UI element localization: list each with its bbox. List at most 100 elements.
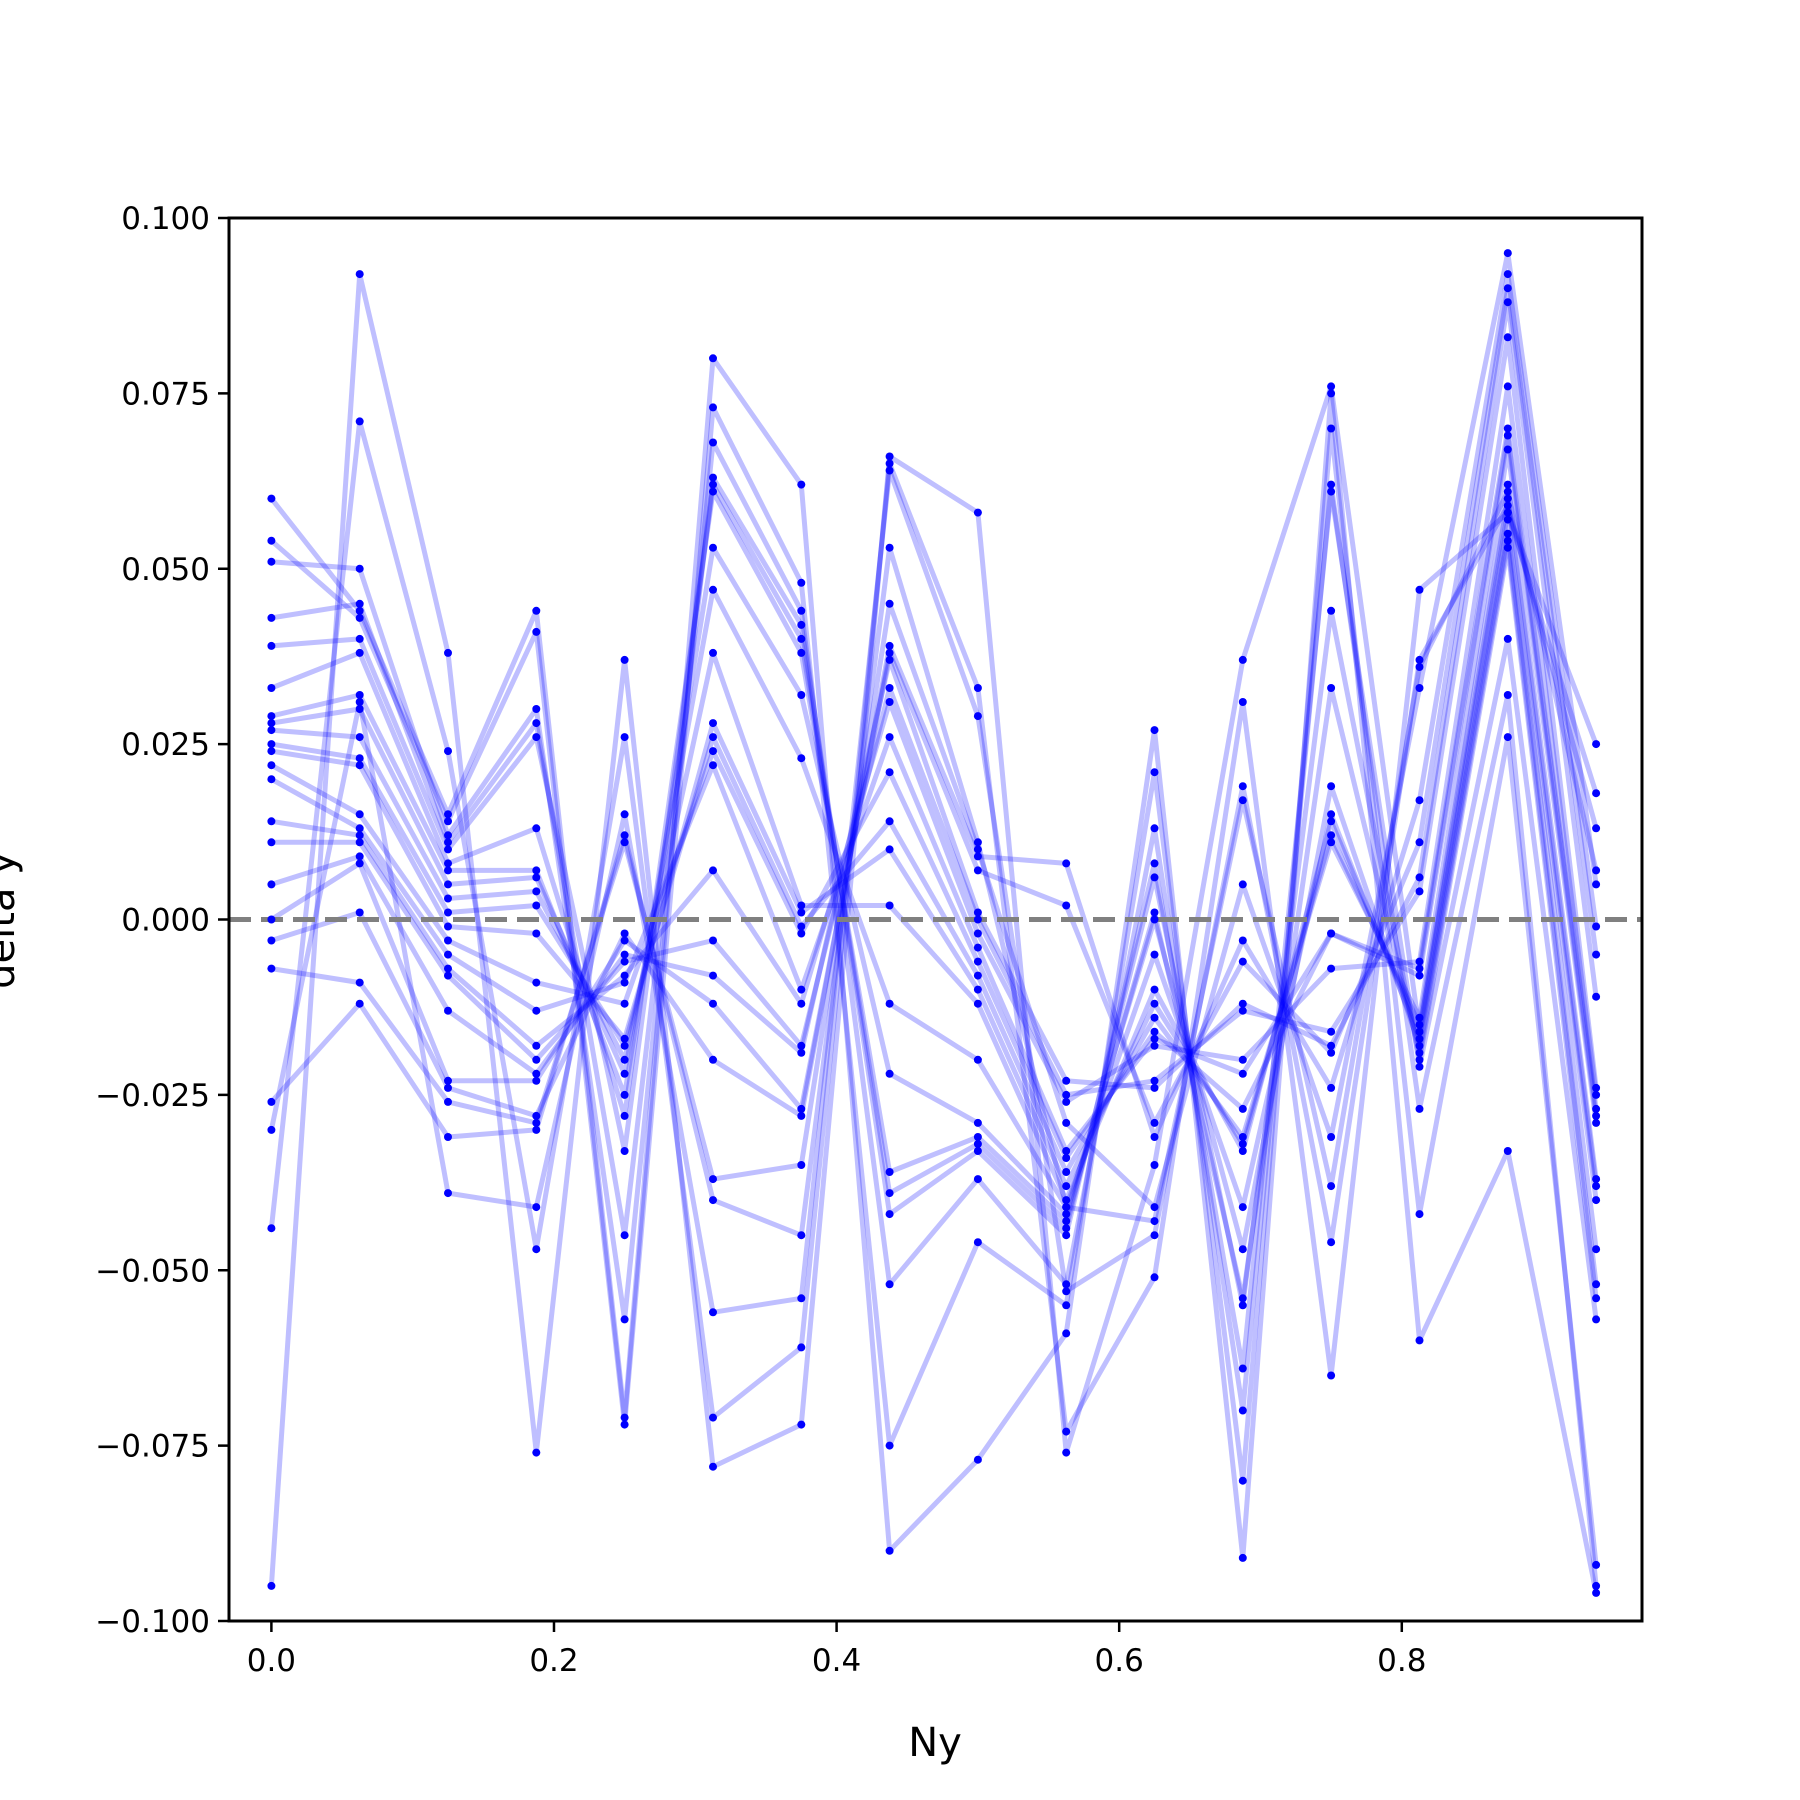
data-point — [532, 824, 541, 833]
data-point — [709, 354, 717, 363]
data-point — [1150, 985, 1159, 994]
data-point — [267, 964, 276, 973]
data-point — [1327, 1182, 1336, 1191]
data-point — [885, 1441, 894, 1450]
data-point — [1238, 1133, 1247, 1141]
data-point — [797, 634, 806, 643]
data-point — [1327, 1027, 1336, 1036]
data-point — [1150, 1273, 1159, 1282]
data-point — [267, 1097, 276, 1106]
data-point — [885, 1069, 894, 1078]
data-point — [709, 866, 717, 875]
data-point — [355, 705, 364, 713]
data-point — [1062, 1182, 1071, 1191]
data-point — [797, 1048, 806, 1057]
data-point — [885, 459, 894, 468]
data-point — [797, 620, 806, 629]
data-point — [797, 691, 806, 699]
x-tick-label: 0.6 — [1095, 1643, 1144, 1679]
data-point — [1415, 1062, 1424, 1071]
data-point — [1415, 887, 1424, 896]
data-point — [267, 1581, 276, 1590]
data-point — [709, 999, 717, 1008]
data-point — [355, 761, 364, 770]
data-point — [1238, 1147, 1247, 1155]
data-point — [355, 599, 364, 608]
data-point — [1238, 1006, 1247, 1015]
data-point — [1150, 1203, 1159, 1212]
data-point — [532, 929, 541, 938]
data-point — [885, 1189, 894, 1198]
data-point — [444, 1083, 452, 1092]
data-point — [532, 1076, 541, 1085]
data-point — [1327, 487, 1336, 496]
data-point — [1415, 957, 1424, 966]
data-point — [620, 1034, 629, 1043]
data-point — [620, 936, 629, 945]
data-point — [885, 1546, 894, 1555]
data-point — [885, 768, 894, 777]
data-point — [1592, 1196, 1601, 1205]
data-point — [355, 824, 364, 833]
data-point — [1592, 1581, 1601, 1590]
data-point — [1062, 1448, 1071, 1457]
data-point — [797, 901, 806, 910]
data-point — [532, 978, 541, 987]
data-point — [709, 719, 717, 728]
data-point — [797, 648, 806, 657]
data-point — [973, 1140, 982, 1148]
data-point — [1062, 1301, 1071, 1310]
data-point — [1503, 691, 1512, 699]
y-tick-label: −0.050 — [95, 1253, 210, 1289]
data-point — [1503, 284, 1512, 293]
data-point — [532, 733, 541, 742]
data-point — [1327, 929, 1336, 938]
data-point — [797, 1294, 806, 1303]
data-point — [797, 1104, 806, 1113]
data-point — [885, 684, 894, 692]
data-point — [1238, 1553, 1247, 1562]
data-point — [532, 606, 541, 615]
data-point — [532, 901, 541, 910]
data-point — [1150, 915, 1159, 924]
data-point — [709, 1308, 717, 1317]
data-point — [973, 1055, 982, 1064]
data-point — [1592, 922, 1601, 931]
data-point — [444, 894, 452, 903]
x-axis-label: Ny — [908, 1720, 962, 1766]
data-point — [444, 964, 452, 973]
data-point — [355, 417, 364, 426]
data-point — [709, 585, 717, 594]
data-point — [1150, 1076, 1159, 1085]
data-point — [1150, 1041, 1159, 1050]
data-point — [1062, 1231, 1071, 1240]
data-point — [797, 578, 806, 587]
data-point — [444, 859, 452, 868]
data-point — [1592, 1104, 1601, 1113]
data-point — [885, 599, 894, 608]
data-point — [267, 641, 276, 650]
data-point — [1150, 1083, 1159, 1092]
y-tick-label: 0.050 — [121, 552, 210, 588]
data-point — [797, 1161, 806, 1169]
data-point — [973, 915, 982, 924]
series-line-12 — [270, 433, 1599, 1161]
data-point — [1327, 838, 1336, 847]
data-point — [620, 831, 629, 840]
data-point — [709, 1175, 717, 1184]
data-point — [1503, 480, 1512, 489]
data-point — [709, 648, 717, 657]
data-point — [267, 719, 276, 728]
data-point — [1238, 1294, 1247, 1303]
data-point — [267, 536, 276, 545]
data-point — [1503, 270, 1512, 279]
data-point — [532, 873, 541, 882]
series-line-18 — [270, 271, 1599, 1140]
data-point — [797, 908, 806, 917]
data-point — [1503, 733, 1512, 742]
data-point — [1592, 1090, 1601, 1099]
data-point — [1415, 1034, 1424, 1043]
data-point — [620, 1041, 629, 1050]
data-point — [620, 1147, 629, 1155]
data-point — [1503, 1147, 1512, 1155]
